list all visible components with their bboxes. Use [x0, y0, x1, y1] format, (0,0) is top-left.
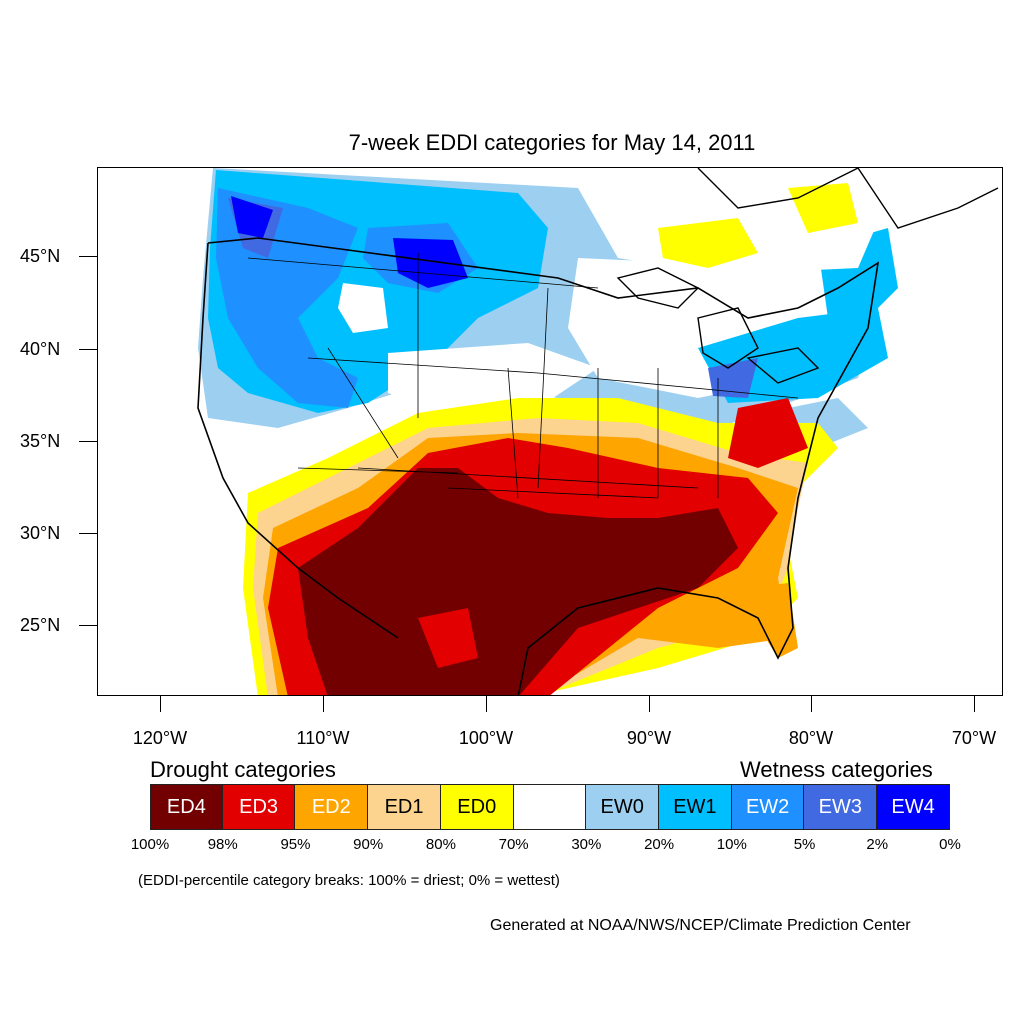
legend-break-label: 2% — [866, 836, 889, 853]
legend-box-ew1: EW1 — [659, 784, 732, 830]
credit-line: Generated at NOAA/NWS/NCEP/Climate Predi… — [490, 917, 911, 934]
legend-drought-heading: Drought categories — [150, 757, 336, 782]
legend-break-label: 90% — [353, 836, 384, 853]
lon-tick — [974, 696, 975, 712]
lon-tick — [811, 696, 812, 712]
region-ed2-florida — [748, 583, 798, 658]
eddi-map-drawing — [197, 168, 999, 695]
eddi-map — [97, 167, 1003, 696]
region-ed3-pocket — [418, 608, 478, 668]
lon-tick — [323, 696, 324, 712]
region-ed3-southeast — [728, 398, 808, 468]
lat-label-30: 30°N — [20, 523, 61, 543]
outline-canada-coast — [697, 168, 999, 229]
region-ed0-quebec — [788, 183, 858, 233]
region-white-central-plains — [388, 343, 598, 408]
lat-label-45: 45°N — [20, 246, 61, 266]
legend-break-label: 0% — [939, 836, 961, 853]
legend-box-ed0: ED0 — [440, 784, 514, 830]
legend-break-label: 30% — [571, 836, 602, 853]
map-title: 7-week EDDI categories for May 14, 2011 — [348, 130, 756, 155]
legend-box-ed4: ED4 — [150, 784, 223, 830]
region-ew4-washington — [231, 196, 273, 238]
legend-break-label: 95% — [280, 836, 311, 853]
lat-label-35: 35°N — [20, 431, 61, 451]
legend-box-ed2: ED2 — [295, 784, 369, 830]
outline-us — [197, 237, 880, 695]
legend-break-label: 10% — [716, 836, 747, 853]
lat-tick — [79, 256, 97, 257]
region-ed0-ontario — [658, 218, 758, 268]
legend-break-label: 70% — [498, 836, 529, 853]
legend-box-ed1: ED1 — [368, 784, 441, 830]
outline-great-lakes — [616, 267, 820, 384]
lon-label-120: 120°W — [132, 728, 188, 748]
legend-box-neutral — [513, 784, 587, 830]
lon-label-70: 70°W — [951, 728, 997, 748]
legend-box-ed3: ED3 — [222, 784, 296, 830]
lat-tick — [79, 533, 97, 534]
lat-tick — [79, 441, 97, 442]
lon-label-110: 110°W — [296, 728, 350, 748]
lon-label-90: 90°W — [626, 728, 672, 748]
lon-label-80: 80°W — [788, 728, 834, 748]
lon-label-100: 100°W — [458, 728, 514, 748]
legend-break-label: 20% — [644, 836, 675, 853]
lat-tick — [79, 349, 97, 350]
region-ew3-lakes — [708, 358, 758, 398]
region-white-idaho — [338, 283, 388, 333]
lat-label-25: 25°N — [20, 615, 61, 635]
region-ed4-core — [298, 468, 738, 695]
legend-break-label: 80% — [425, 836, 456, 853]
legend-color-bar: ED4 ED3 ED2 ED1 ED0 EW0 EW1 EW2 EW3 EW4 — [150, 784, 950, 830]
outline-state-lines — [247, 253, 799, 499]
legend-break-label: 100% — [130, 836, 170, 853]
lat-label-40: 40°N — [20, 339, 61, 359]
legend-break-label: 98% — [207, 836, 238, 853]
legend-wetness-heading: Wetness categories — [740, 757, 933, 782]
legend-box-ew3: EW3 — [804, 784, 878, 830]
legend-box-ew2: EW2 — [731, 784, 805, 830]
legend-box-ew4: EW4 — [877, 784, 950, 830]
legend-box-ew0: EW0 — [586, 784, 660, 830]
lon-tick — [649, 696, 650, 712]
lon-tick — [160, 696, 161, 712]
lon-tick — [486, 696, 487, 712]
category-note: (EDDI-percentile category breaks: 100% =… — [138, 872, 560, 889]
legend-break-label: 5% — [793, 836, 816, 853]
lat-tick — [79, 625, 97, 626]
